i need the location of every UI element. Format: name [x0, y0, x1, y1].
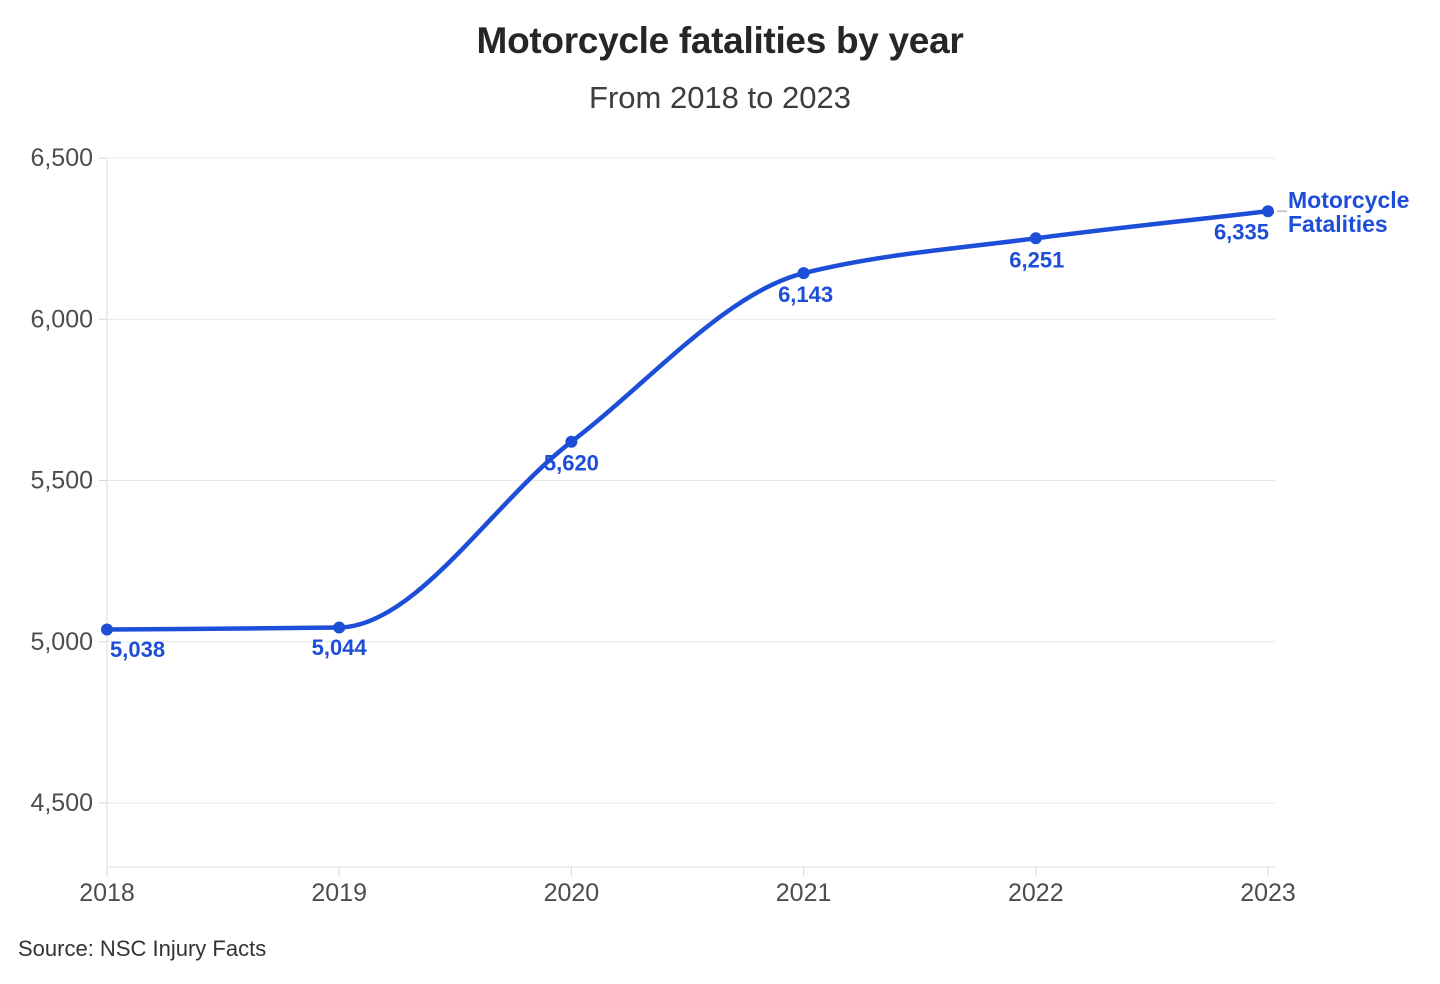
chart-subtitle: From 2018 to 2023	[589, 80, 851, 115]
legend-label-line2: Fatalities	[1288, 211, 1388, 237]
x-tick-label: 2021	[776, 879, 832, 907]
x-tick-label: 2023	[1240, 879, 1296, 907]
data-point-label: 5,620	[544, 450, 599, 475]
y-tick-label: 5,500	[30, 467, 93, 495]
x-tick-label: 2022	[1008, 879, 1064, 907]
data-point	[1262, 205, 1274, 218]
fatalities-line	[104, 208, 1271, 632]
data-point-label: 6,143	[778, 282, 833, 307]
x-tick-label: 2018	[79, 879, 135, 907]
x-tick-label: 2019	[311, 879, 367, 907]
data-point	[565, 435, 578, 448]
y-tick-label: 5,000	[30, 628, 93, 656]
data-point	[333, 621, 346, 634]
y-tick-label: 4,500	[30, 789, 93, 817]
y-tick-label: 6,000	[30, 305, 93, 333]
data-point	[1029, 232, 1042, 245]
source-note: Source: NSC Injury Facts	[18, 936, 267, 961]
data-point-label: 5,038	[110, 637, 165, 662]
data-point-label: 6,335	[1214, 220, 1269, 245]
chart-title: Motorcycle fatalities by year	[476, 20, 964, 61]
data-point	[797, 267, 810, 280]
data-point-label: 5,044	[312, 635, 368, 660]
data-point	[101, 623, 113, 636]
x-tick-label: 2020	[544, 879, 600, 907]
legend-label-line1: Motorcycle	[1288, 187, 1409, 213]
data-point-label: 6,251	[1009, 247, 1064, 272]
y-tick-label: 6,500	[30, 144, 93, 172]
